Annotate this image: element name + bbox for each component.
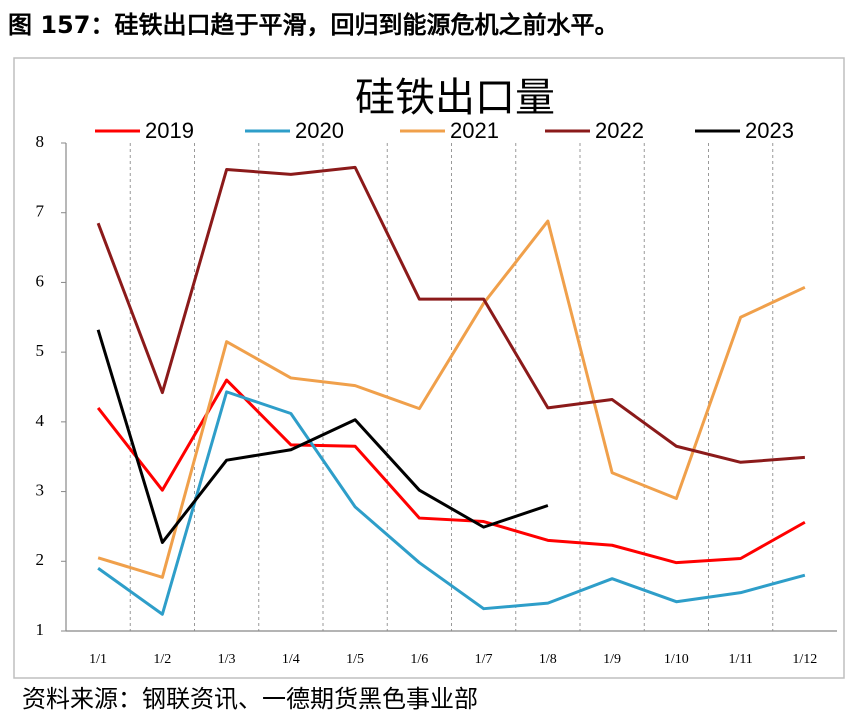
x-tick-label: 1/3 [218, 652, 236, 667]
series-line [97, 219, 806, 579]
series-line [96, 378, 806, 565]
y-tick-label: 7 [36, 202, 45, 221]
x-tick-label: 1/6 [410, 652, 428, 667]
y-tick-label: 8 [36, 132, 45, 151]
legend-label: 2021 [450, 118, 499, 143]
x-tick-label: 1/10 [664, 652, 689, 667]
x-tick-label: 1/2 [153, 652, 171, 667]
series-line [96, 165, 805, 464]
x-tick-label: 1/9 [603, 652, 621, 667]
chart-title: 硅铁出口量 [355, 75, 555, 121]
source: 资料来源：钢联资讯、一德期货黑色事业部 [22, 685, 478, 713]
x-tick-label: 1/1 [89, 652, 107, 667]
y-tick-label: 5 [36, 341, 45, 360]
caption: 图 157：硅铁出口趋于平滑，回归到能源危机之前水平。 [8, 11, 618, 39]
x-tick-label: 1/11 [728, 652, 752, 667]
legend-label: 2020 [295, 118, 344, 143]
x-tick-label: 1/5 [346, 652, 364, 667]
y-tick-label: 1 [36, 620, 45, 639]
y-tick-label: 6 [36, 271, 45, 290]
y-tick-label: 3 [36, 480, 45, 499]
legend-label: 2022 [595, 118, 644, 143]
legend-label: 2023 [745, 118, 794, 143]
legend-label: 2019 [145, 118, 194, 143]
x-tick-label: 1/7 [475, 652, 493, 667]
x-tick-label: 1/8 [539, 652, 557, 667]
chart-frame [13, 57, 845, 679]
y-tick-label: 4 [36, 411, 45, 430]
y-tick-label: 2 [36, 550, 45, 569]
series-line [97, 390, 806, 616]
series-line [96, 329, 549, 544]
x-tick-label: 1/4 [282, 652, 300, 667]
x-tick-label: 1/12 [792, 652, 817, 667]
